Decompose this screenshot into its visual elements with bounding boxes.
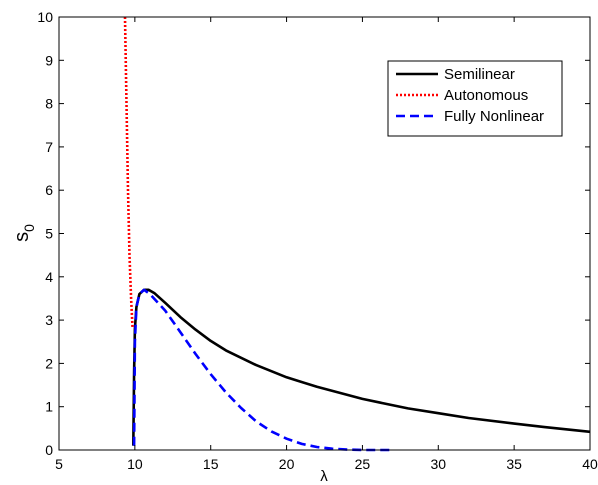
series-line-2 — [123, 16, 134, 329]
y-axis-label: s0 — [11, 224, 37, 242]
x-tick-label: 35 — [506, 456, 522, 472]
y-tick-label: 5 — [45, 226, 53, 242]
x-tick-label: 40 — [582, 456, 598, 472]
x-tick-label: 10 — [127, 456, 143, 472]
y-tick-label: 1 — [45, 399, 53, 415]
x-axis-label: λ — [320, 468, 328, 485]
y-axis-label-subscript: 0 — [21, 224, 37, 232]
series-line-3 — [132, 288, 393, 452]
x-tick-label: 20 — [279, 456, 295, 472]
y-tick-label: 9 — [45, 52, 53, 68]
y-axis-label-main: s — [11, 232, 33, 242]
x-tick-label: 15 — [203, 456, 219, 472]
series-layer — [123, 16, 591, 452]
y-tick-label: 2 — [45, 355, 53, 371]
y-tick-label: 6 — [45, 182, 53, 198]
x-tick-label: 5 — [55, 456, 63, 472]
legend-label-2: Autonomous — [444, 87, 528, 104]
legend-label-3: Fully Nonlinear — [444, 108, 544, 125]
legend: Semilinear Autonomous Fully Nonlinear — [387, 60, 563, 137]
y-tick-label: 3 — [45, 312, 53, 328]
y-tick-label: 10 — [37, 9, 53, 25]
y-tick-label: 7 — [45, 139, 53, 155]
y-tick-label: 4 — [45, 269, 53, 285]
x-tick-label: 25 — [355, 456, 371, 472]
y-tick-label: 0 — [45, 442, 53, 458]
y-tick-label: 8 — [45, 96, 53, 112]
legend-label-1: Semilinear — [444, 66, 515, 83]
x-tick-label: 30 — [430, 456, 446, 472]
ticks-layer: 5 10 15 20 25 30 35 40 0 1 2 3 4 5 6 7 8 9 10 — [37, 9, 598, 472]
